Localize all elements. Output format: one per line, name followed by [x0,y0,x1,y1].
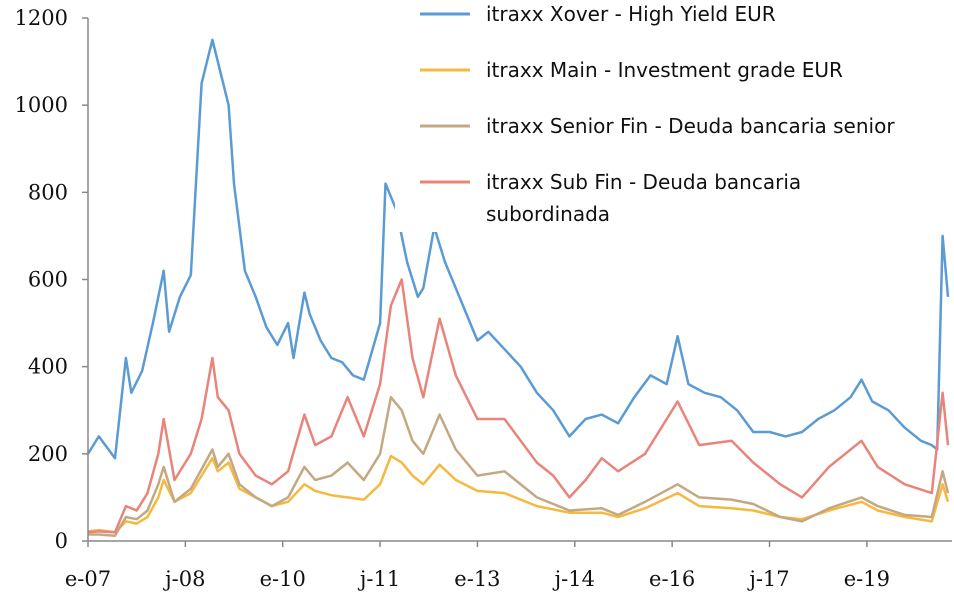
series-line-3 [87,278,950,534]
series-line-0 [86,38,950,460]
legend-label-xover: itraxx Xover - High Yield EUR [486,2,776,26]
legend-background [395,0,949,232]
y-tick-label: 0 [55,529,68,553]
legend: itraxx Xover - High Yield EUR itraxx Mai… [395,0,949,232]
y-tick-label: 800 [28,180,68,204]
x-tick-label: e-07 [65,567,111,591]
x-tick-label: e-19 [844,567,890,591]
y-tick-label: 600 [28,268,68,292]
x-tick-label: e-13 [454,567,500,591]
legend-label-sub-line1: itraxx Sub Fin - Deuda bancaria [486,170,801,194]
x-tick-label: e-16 [649,567,695,591]
legend-label-senior: itraxx Senior Fin - Deuda bancaria senio… [486,114,895,138]
x-tick-label: j-08 [162,567,205,591]
series-layer [86,38,950,538]
x-tick-label: j-11 [357,567,400,591]
legend-label-sub-line2: subordinada [486,202,610,226]
y-tick-label: 1200 [15,6,68,30]
y-ticks: 0 200 400 600 800 1000 1200 [15,6,88,553]
y-tick-label: 200 [28,442,68,466]
y-tick-label: 1000 [15,93,68,117]
series-line-2 [88,395,950,538]
x-tick-label: e-10 [260,567,306,591]
y-tick-label: 400 [28,355,68,379]
x-tick-label: j-17 [746,567,789,591]
x-ticks: e-07 j-08 e-10 j-11 e-13 j-14 e-16 j-17 e-19 [65,541,890,591]
legend-label-main: itraxx Main - Investment grade EUR [486,58,843,82]
x-tick-label: j-14 [552,567,595,591]
